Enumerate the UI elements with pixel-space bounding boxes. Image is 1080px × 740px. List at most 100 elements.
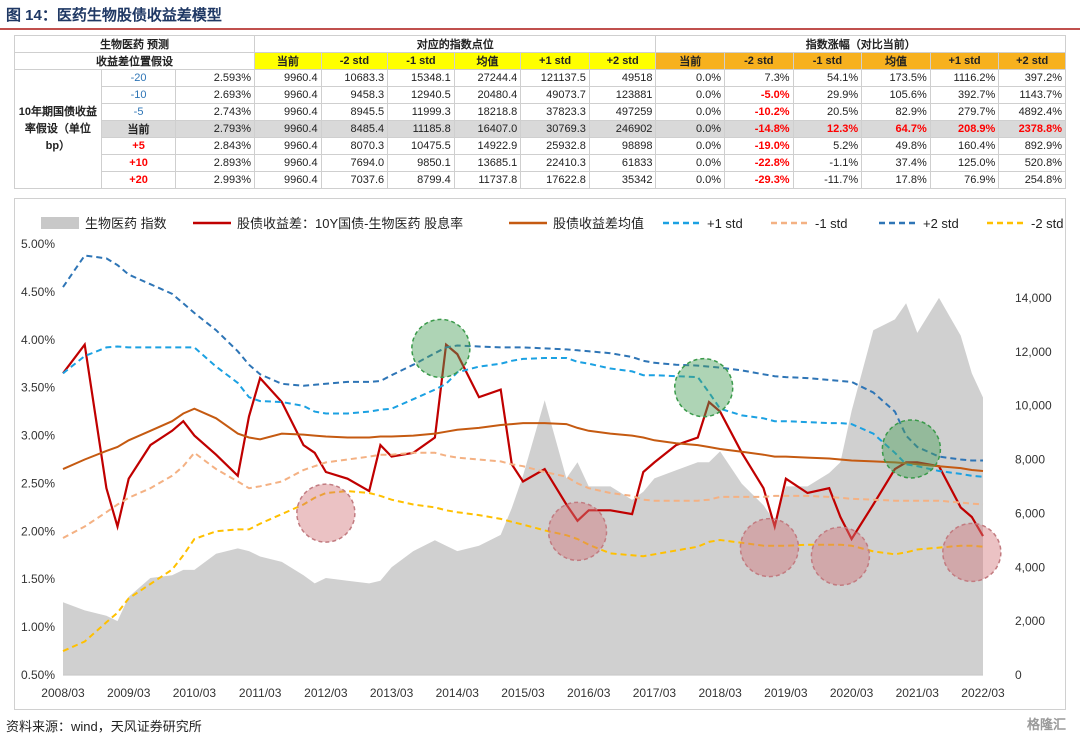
index-point-cell: 497259 xyxy=(588,103,657,121)
row-group-label: 10年期国债收益率假设（单位bp） xyxy=(14,69,102,189)
x-axis-tick: 2011/03 xyxy=(239,686,282,700)
table-row: 当前 2.793% 9960.4 8485.4 11185.8 16407.0 30769.… xyxy=(15,120,1066,138)
x-axis-tick: 2013/03 xyxy=(370,686,414,700)
col-header-change: +1 std xyxy=(929,52,1000,70)
index-point-cell: 14922.9 xyxy=(453,137,522,155)
bp-assumption: +5 xyxy=(100,137,177,155)
series-line-2 xyxy=(62,407,984,472)
yield-assumption: 2.693% xyxy=(175,86,256,104)
index-change-cell: 2378.8% xyxy=(998,120,1066,138)
col-header-points: +2 std xyxy=(588,52,657,70)
highlight-circle-low xyxy=(942,522,1002,583)
legend-label: -1 std xyxy=(815,216,848,231)
title-divider xyxy=(0,28,1080,30)
index-change-cell: 397.2% xyxy=(998,69,1066,87)
col-header-points: -1 std xyxy=(387,52,455,70)
right-axis-tick: 6,000 xyxy=(1015,506,1045,520)
index-change-cell: 125.0% xyxy=(929,154,1000,172)
index-point-cell: 11999.3 xyxy=(387,103,455,121)
index-change-cell: 5.2% xyxy=(792,137,863,155)
source-note: 资料来源：wind，天风证券研究所 xyxy=(6,719,202,734)
index-point-cell: 8485.4 xyxy=(320,120,389,138)
index-change-cell: 20.5% xyxy=(792,103,863,121)
yield-assumption: 2.993% xyxy=(175,171,256,189)
index-change-cell: 0.0% xyxy=(655,154,726,172)
index-point-cell: 8945.5 xyxy=(320,103,389,121)
x-axis-tick: 2014/03 xyxy=(436,686,480,700)
scenario-table: 生物医药 预测 对应的指数点位 指数涨幅（对比当前） 收益差位置假设 当前 -2 … xyxy=(13,35,1066,189)
col-header-points: 均值 xyxy=(453,52,522,70)
index-point-cell: 123881 xyxy=(588,86,657,104)
figure-title: 图 14：医药生物股债收益差模型 xyxy=(6,7,222,24)
index-point-cell: 49518 xyxy=(588,69,657,87)
legend-label: -2 std xyxy=(1031,216,1064,231)
index-point-cell: 20480.4 xyxy=(453,86,522,104)
legend-label: +1 std xyxy=(707,216,743,231)
index-change-cell: 29.9% xyxy=(792,86,863,104)
index-point-cell: 12940.5 xyxy=(387,86,455,104)
index-change-cell: -14.8% xyxy=(724,120,794,138)
left-axis-tick: 2.50% xyxy=(21,476,55,490)
series-index-area xyxy=(63,297,983,675)
table-row: 10年期国债收益率假设（单位bp） -20 2.593% 9960.4 10683.3 1… xyxy=(14,69,1066,189)
highlight-circle-high xyxy=(673,357,734,418)
index-change-cell: 208.9% xyxy=(929,120,1000,138)
index-change-cell: -5.0% xyxy=(724,86,794,104)
index-change-cell: 520.8% xyxy=(998,154,1066,172)
highlight-circle-low xyxy=(810,526,871,586)
table-row: +10 2.893% 9960.4 7694.0 9850.1 13685.1 22410.… xyxy=(15,154,1066,172)
right-axis-tick: 8,000 xyxy=(1015,453,1045,467)
x-axis-tick: 2019/03 xyxy=(764,686,808,700)
index-change-cell: -1.1% xyxy=(792,154,863,172)
x-axis-tick: 2012/03 xyxy=(304,686,348,700)
index-change-cell: 0.0% xyxy=(655,137,726,155)
index-point-cell: 27244.4 xyxy=(453,69,522,87)
legend-label: 股债收益差均值 xyxy=(553,216,644,231)
index-change-cell: 17.8% xyxy=(861,171,931,189)
x-axis-tick: 2009/03 xyxy=(107,686,151,700)
index-point-cell: 9960.4 xyxy=(254,171,322,189)
group-header-points: 对应的指数点位 xyxy=(254,35,657,53)
index-point-cell: 17622.8 xyxy=(520,171,590,189)
left-axis-tick: 2.00% xyxy=(21,524,55,538)
corner-bottom-label: 收益差位置假设 xyxy=(13,52,256,70)
index-change-cell: 1143.7% xyxy=(998,86,1066,104)
chart-panel: 0.50% 1.00% 1.50% 2.00% 2.50% 3.00% 3.50% 4.00%… xyxy=(14,198,1066,710)
highlight-circle-high xyxy=(411,318,471,379)
bp-assumption: 当前 xyxy=(100,120,177,138)
right-axis-tick: 10,000 xyxy=(1015,399,1052,413)
watermark-logo: 格隆汇 xyxy=(1026,717,1066,732)
right-axis-tick: 2,000 xyxy=(1015,614,1045,628)
index-point-cell: 37823.3 xyxy=(520,103,590,121)
yield-assumption: 2.743% xyxy=(175,103,256,121)
index-point-cell: 9960.4 xyxy=(254,120,322,138)
x-axis-tick: 2021/03 xyxy=(896,686,940,700)
x-axis-tick: 2008/03 xyxy=(41,686,85,700)
index-point-cell: 35342 xyxy=(588,171,657,189)
series-line-4 xyxy=(62,451,984,539)
index-change-cell: -22.8% xyxy=(724,154,794,172)
index-point-cell: 18218.8 xyxy=(453,103,522,121)
index-point-cell: 9960.4 xyxy=(254,103,322,121)
highlight-circle-low xyxy=(296,483,356,543)
bp-assumption: -20 xyxy=(100,69,177,87)
index-point-cell: 9960.4 xyxy=(254,86,322,104)
index-point-cell: 121137.5 xyxy=(520,69,590,87)
index-change-cell: 4892.4% xyxy=(998,103,1066,121)
bp-assumption: +10 xyxy=(100,154,177,172)
index-point-cell: 7694.0 xyxy=(320,154,389,172)
highlight-circle-low xyxy=(547,501,608,562)
right-axis-tick: 12,000 xyxy=(1015,345,1052,359)
index-point-cell: 61833 xyxy=(588,154,657,172)
index-change-cell: 37.4% xyxy=(861,154,931,172)
index-point-cell: 8070.3 xyxy=(320,137,389,155)
yield-assumption: 2.893% xyxy=(175,154,256,172)
series-line-6 xyxy=(62,490,984,653)
index-point-cell: 7037.6 xyxy=(320,171,389,189)
series-line-5 xyxy=(62,254,983,462)
index-point-cell: 30769.3 xyxy=(520,120,590,138)
table-row: -10 2.693% 9960.4 9458.3 12940.5 20480.4 49073… xyxy=(15,86,1066,104)
index-change-cell: -10.2% xyxy=(724,103,794,121)
table-row: -5 2.743% 9960.4 8945.5 11999.3 18218.8 37823.… xyxy=(15,103,1066,121)
left-axis-tick: 4.00% xyxy=(21,333,55,347)
